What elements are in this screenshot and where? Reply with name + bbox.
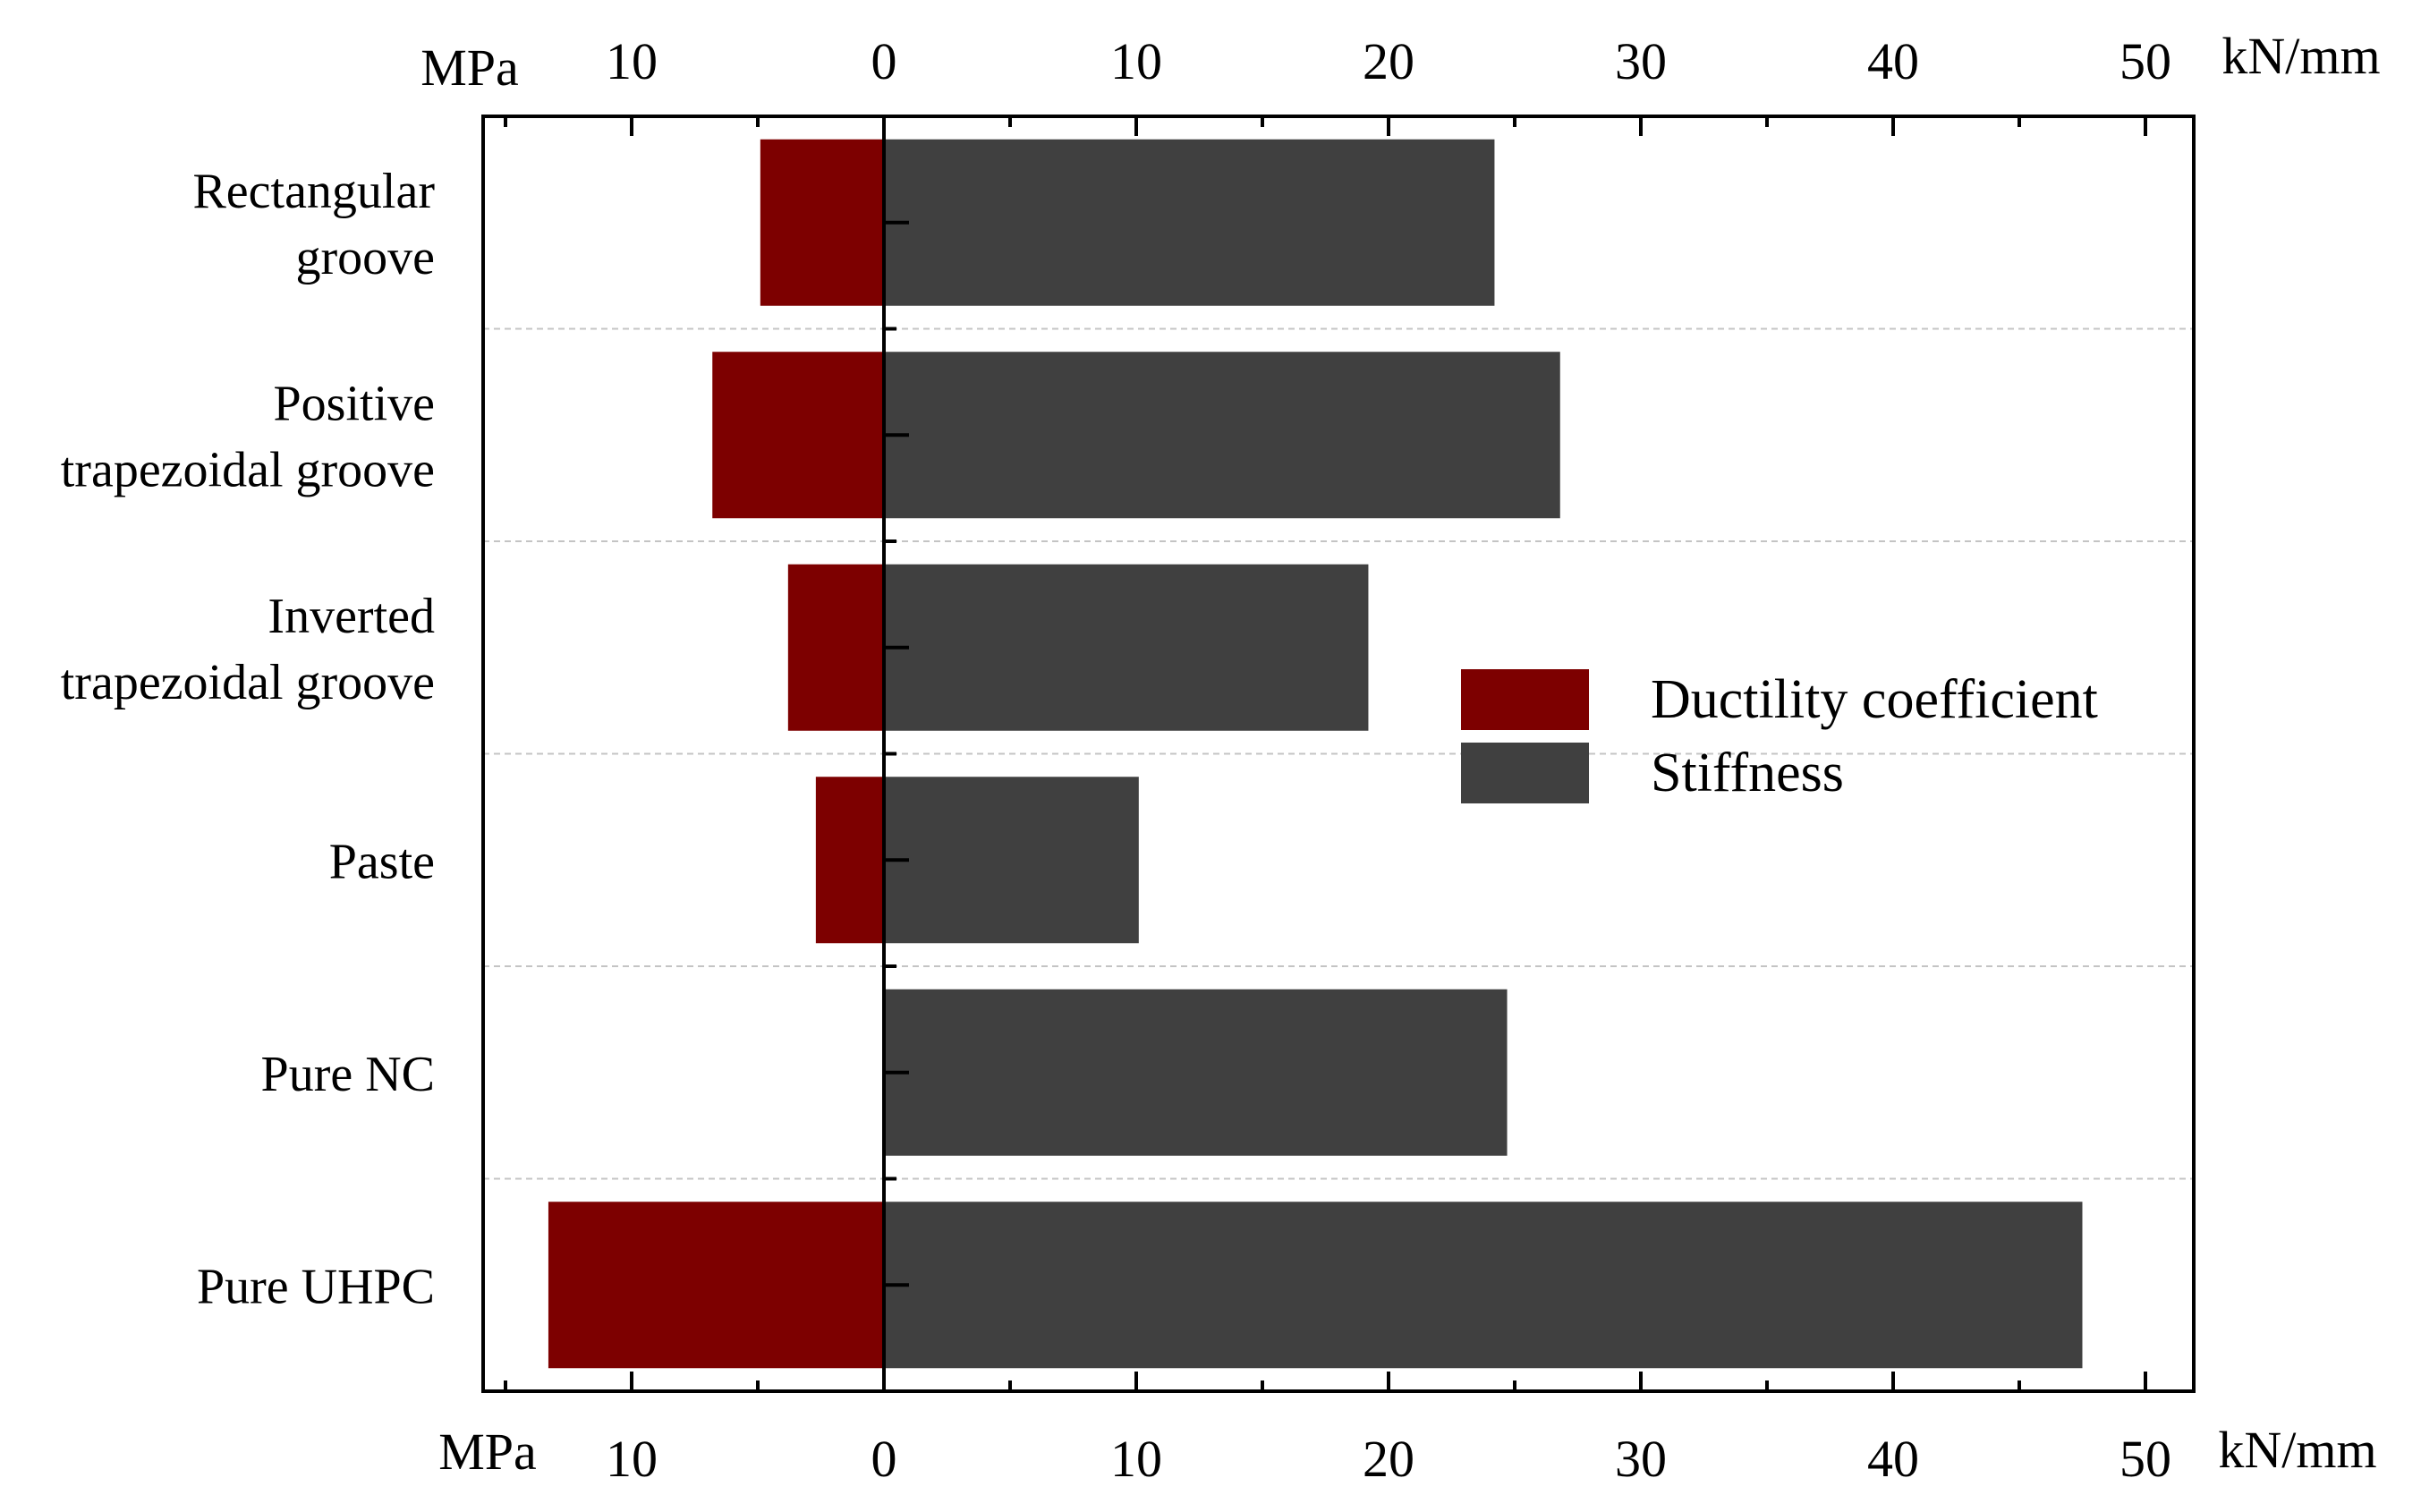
bar-ductility — [787, 564, 884, 731]
category-label: trapezoidal groove — [61, 655, 435, 710]
bottom-right-unit-label: kN/mm — [2218, 1421, 2376, 1479]
legend-swatch — [1461, 669, 1589, 730]
category-label: Pure UHPC — [197, 1259, 435, 1314]
legend-swatch — [1461, 743, 1589, 803]
legend-label: Ductility coefficient — [1651, 669, 2098, 730]
category-label: Positive — [274, 376, 435, 431]
category-label: Paste — [329, 834, 435, 889]
top-tick-label: 10 — [1110, 32, 1162, 90]
bar-stiffness — [884, 989, 1508, 1156]
bottom-tick-label: 10 — [606, 1430, 658, 1488]
bar-stiffness — [884, 1202, 2083, 1369]
top-tick-label: 30 — [1615, 32, 1667, 90]
bottom-tick-label: 40 — [1867, 1430, 1919, 1488]
top-tick-label: 0 — [871, 32, 897, 90]
bar-ductility — [815, 777, 884, 944]
top-tick-label: 10 — [606, 32, 658, 90]
top-tick-label: 20 — [1363, 32, 1414, 90]
top-tick-label: 50 — [2119, 32, 2171, 90]
bar-ductility — [760, 139, 884, 306]
plot-frame — [481, 115, 2196, 1393]
legend-label: Stiffness — [1651, 743, 1844, 803]
bottom-tick-label: 30 — [1615, 1430, 1667, 1488]
bar-stiffness — [884, 777, 1139, 944]
bottom-tick-label: 10 — [1110, 1430, 1162, 1488]
bottom-tick-label: 0 — [871, 1430, 897, 1488]
category-label: groove — [295, 230, 435, 285]
bottom-tick-label: 50 — [2119, 1430, 2171, 1488]
category-label: trapezoidal groove — [61, 442, 435, 497]
bar-ductility — [712, 352, 884, 519]
bottom-tick-label: 20 — [1363, 1430, 1414, 1488]
bottom-left-unit-label: MPa — [438, 1423, 537, 1481]
top-right-unit-label: kN/mm — [2221, 27, 2380, 85]
bar-stiffness — [884, 139, 1495, 306]
category-label: Inverted — [268, 589, 435, 644]
bar-stiffness — [884, 352, 1560, 519]
category-label: Pure NC — [261, 1047, 435, 1102]
category-label: Rectangular — [192, 164, 435, 219]
top-tick-label: 40 — [1867, 32, 1919, 90]
top-left-unit-label: MPa — [420, 38, 519, 97]
bar-stiffness — [884, 564, 1369, 731]
bar-ductility — [548, 1202, 884, 1369]
